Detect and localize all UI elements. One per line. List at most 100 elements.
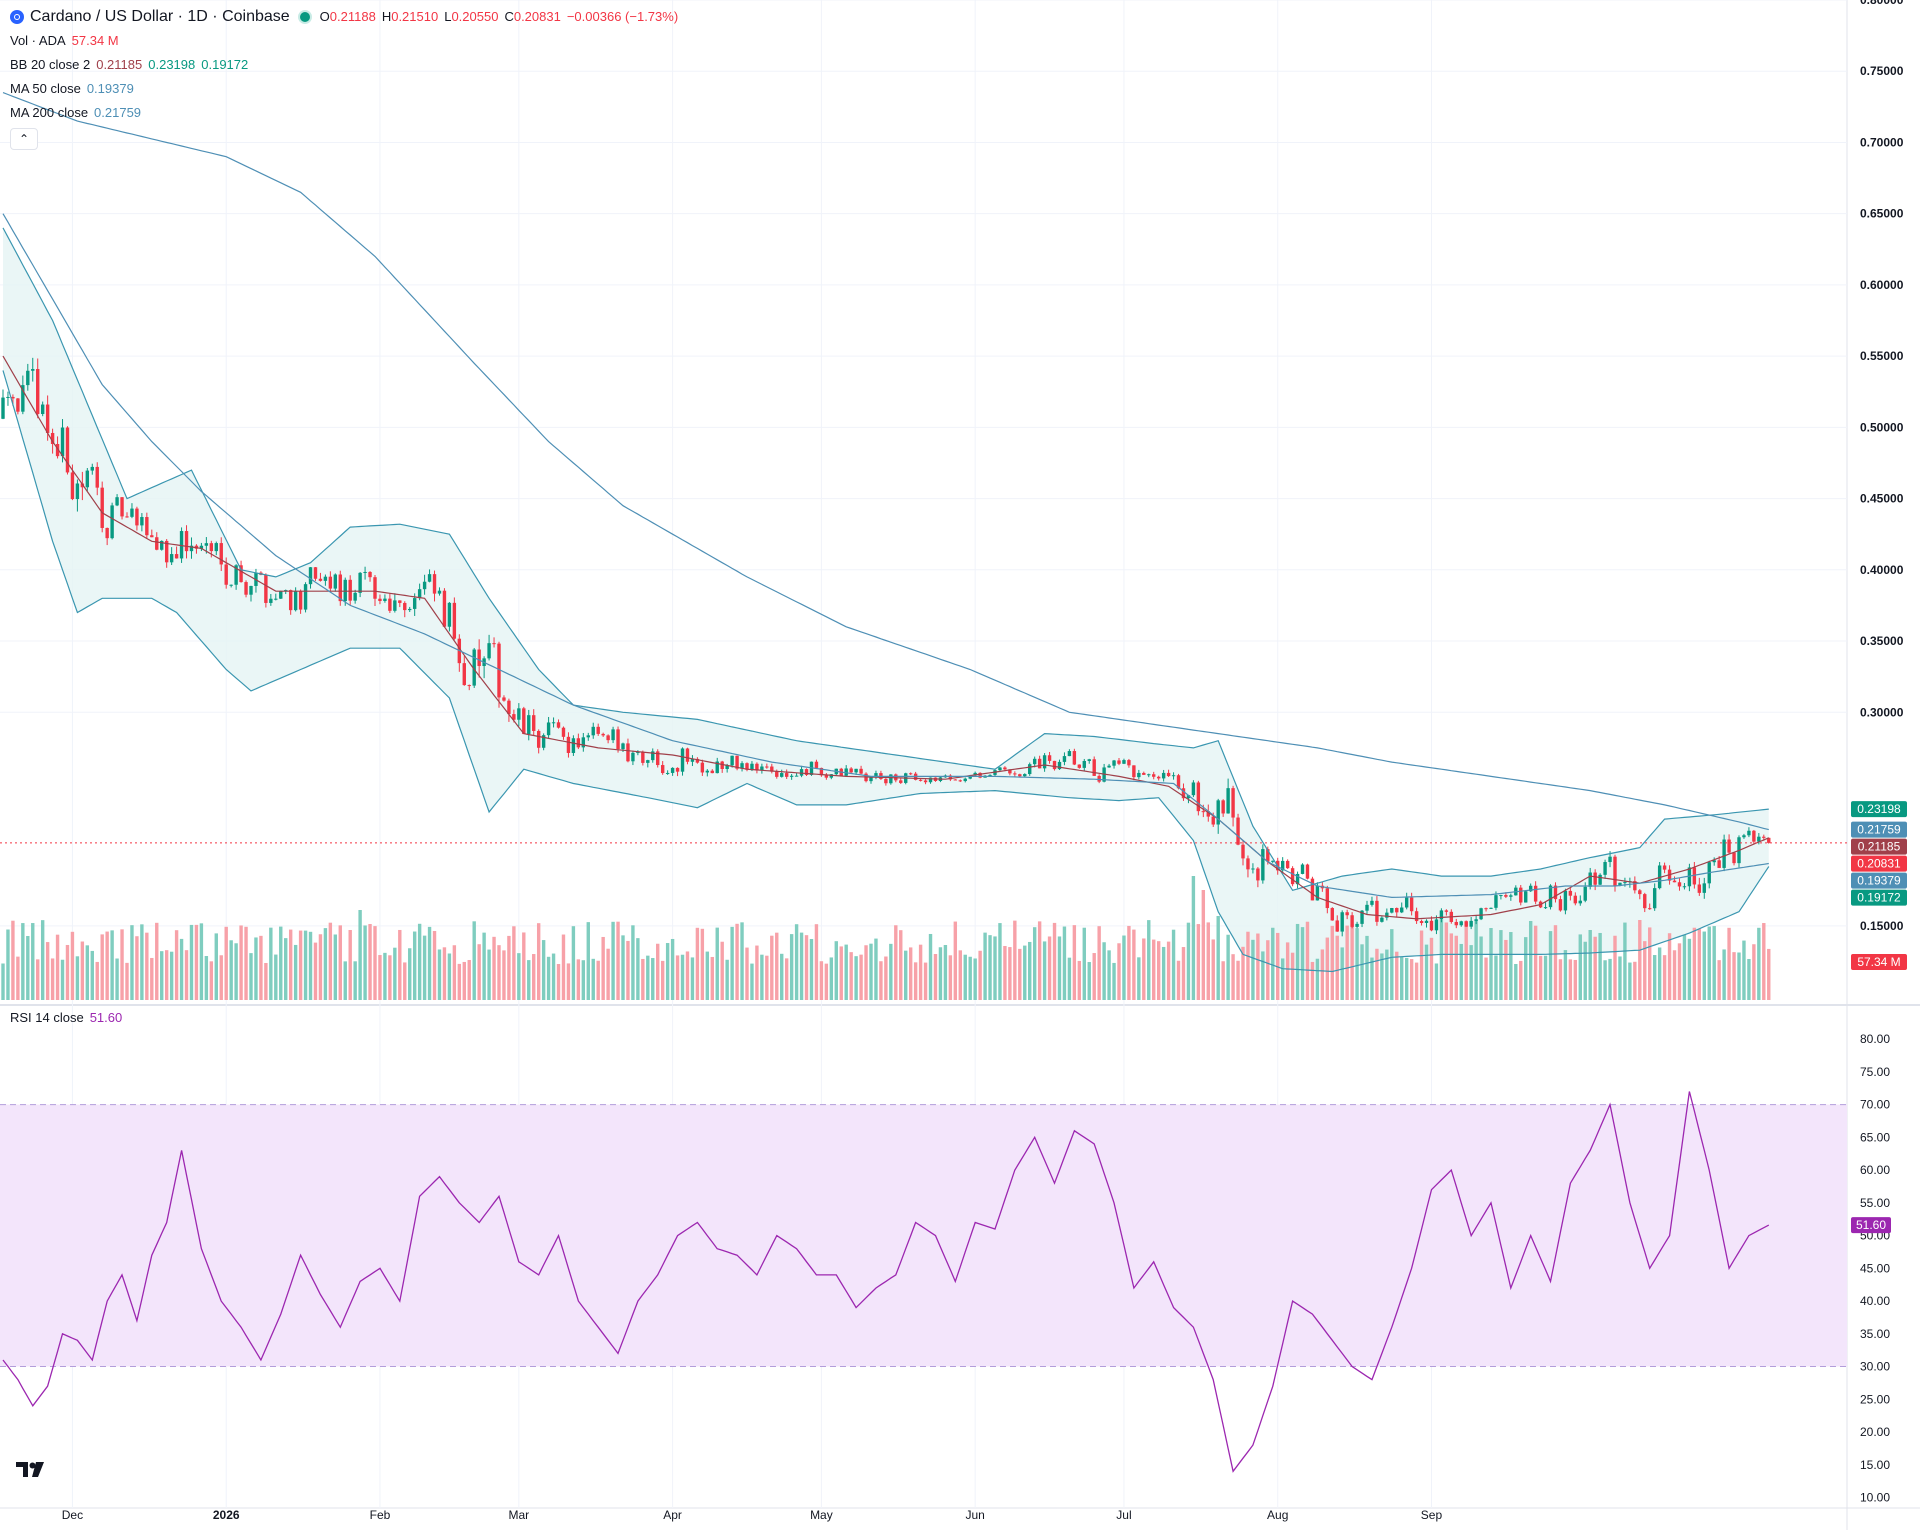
price-tick-label: 0.60000: [1860, 278, 1904, 292]
volume-bar: [993, 936, 997, 1000]
candle: [1752, 830, 1756, 842]
candle: [442, 590, 447, 627]
candle: [274, 598, 278, 600]
volume-bar: [150, 957, 154, 1000]
bb-legend[interactable]: BB 20 close 2 0.21185 0.23198 0.19172: [10, 57, 248, 73]
candle: [169, 554, 174, 563]
symbol-title[interactable]: Cardano / US Dollar · 1D · Coinbase: [30, 8, 290, 25]
volume-bar: [869, 943, 873, 1000]
candle: [1469, 920, 1473, 927]
price-tick-label: 0.45000: [1860, 492, 1904, 506]
candle: [398, 600, 402, 603]
symbol-legend[interactable]: Cardano / US Dollar · 1D · Coinbase O 0.2…: [10, 9, 678, 25]
candle: [1608, 856, 1612, 863]
candle: [968, 775, 972, 779]
vol-legend[interactable]: Vol · ADA 57.34 M: [10, 33, 119, 49]
candle: [353, 592, 357, 601]
volume-bar: [333, 934, 338, 1000]
volume-bar: [1052, 922, 1057, 1000]
volume-bar: [834, 941, 838, 1000]
volume-bar: [1623, 922, 1627, 1000]
candle: [1013, 773, 1017, 775]
candle: [988, 774, 992, 776]
volume-bar: [1295, 923, 1300, 1000]
volume-bar: [784, 958, 789, 1000]
ma200-legend[interactable]: MA 200 close 0.21759: [10, 105, 141, 121]
candle: [323, 576, 328, 581]
candle: [1201, 811, 1206, 813]
volume-bar: [1161, 946, 1166, 1000]
candle: [60, 427, 65, 457]
candle: [502, 697, 506, 701]
volume-bar: [1365, 935, 1369, 1000]
volume-bar: [1266, 940, 1270, 1000]
candle: [507, 700, 511, 715]
price-badge-label: 0.21185: [1858, 840, 1901, 854]
candle: [1643, 894, 1647, 909]
volume-bar: [1687, 938, 1692, 1000]
volume-bar: [1315, 958, 1320, 1000]
candle: [1568, 890, 1573, 896]
candle: [427, 574, 432, 582]
candle: [517, 708, 521, 720]
volume-bar: [606, 948, 610, 1000]
volume-bar: [958, 950, 962, 1000]
candle: [948, 775, 953, 780]
volume-bar: [576, 959, 581, 1000]
volume-bar: [804, 935, 809, 1000]
candle: [1583, 886, 1587, 901]
volume-bar: [566, 963, 571, 1000]
volume-bar: [11, 920, 15, 1000]
candle: [408, 608, 412, 611]
ohlc-close-label: C: [504, 9, 514, 24]
collapse-legend-button[interactable]: ⌃: [10, 128, 38, 150]
candle: [998, 767, 1002, 771]
candle: [631, 752, 635, 762]
volume-bar: [1082, 927, 1086, 1000]
volume-bar: [928, 933, 933, 1000]
volume-bar: [636, 938, 640, 1000]
volume-bar: [408, 948, 412, 1000]
candle: [1360, 910, 1364, 924]
volume-bar: [1499, 930, 1503, 1000]
volume-bar: [1102, 942, 1106, 1000]
candle: [135, 508, 139, 526]
candle: [204, 543, 209, 546]
candle: [532, 715, 536, 731]
volume-bar: [100, 934, 104, 1000]
price-tick-label: 0.35000: [1860, 634, 1904, 648]
price-badge-label: 0.21759: [1857, 823, 1901, 837]
rsi-legend[interactable]: RSI 14 close 51.60: [10, 1010, 122, 1026]
volume-bar: [1504, 939, 1508, 1000]
volume-bar: [1206, 922, 1210, 1000]
volume-bar: [1330, 925, 1334, 1000]
candle: [1652, 888, 1657, 909]
candle: [115, 497, 119, 506]
tradingview-logo-icon[interactable]: [14, 1458, 48, 1480]
candle: [1067, 751, 1072, 757]
candle: [1618, 882, 1622, 886]
candle: [130, 508, 134, 517]
volume-bar: [938, 947, 943, 1000]
candle: [284, 590, 288, 592]
rsi-tick-label: 35.00: [1860, 1327, 1890, 1341]
ohlc-open: 0.21188: [329, 9, 376, 24]
candle: [1256, 868, 1260, 881]
candle: [899, 780, 903, 783]
volume-bar: [1409, 959, 1414, 1000]
volume-bar: [1072, 925, 1077, 1000]
candle: [403, 602, 407, 611]
volume-bar: [1305, 921, 1310, 1000]
volume-bar: [1613, 935, 1617, 1000]
volume-bar: [318, 934, 323, 1000]
volume-bar: [378, 955, 382, 1000]
candle: [596, 726, 600, 734]
candle: [1196, 782, 1201, 812]
candle: [1226, 788, 1230, 814]
time-tick-label: May: [810, 1508, 833, 1522]
candle: [1722, 839, 1726, 868]
rsi-badge-label: 51.60: [1856, 1218, 1886, 1232]
candle: [1236, 817, 1240, 845]
ma50-legend[interactable]: MA 50 close 0.19379: [10, 81, 134, 97]
